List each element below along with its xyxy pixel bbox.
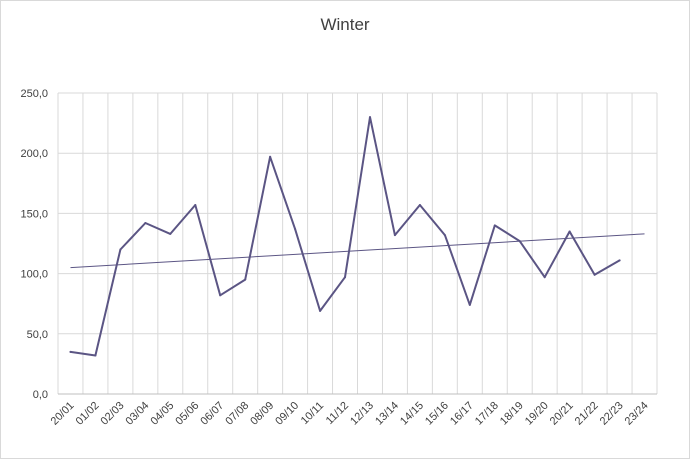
data-point — [344, 276, 347, 279]
data-point — [443, 234, 446, 237]
data-point — [194, 203, 197, 206]
data-point — [543, 276, 546, 279]
data-point — [244, 278, 247, 281]
x-tick-label: 15/16 — [423, 400, 451, 428]
data-point — [319, 309, 322, 312]
x-tick-label: 23/24 — [623, 400, 651, 428]
data-point — [294, 228, 297, 231]
x-tick-label: 14/15 — [398, 400, 426, 428]
x-tick-label: 10/11 — [299, 400, 326, 427]
data-point — [169, 232, 172, 235]
y-tick-label: 50,0 — [27, 329, 48, 341]
y-tick-label: 200,0 — [20, 148, 48, 160]
x-tick-label: 20/01 — [49, 400, 77, 428]
data-point — [94, 354, 97, 357]
y-tick-label: 250,0 — [20, 88, 48, 100]
data-point — [219, 294, 222, 297]
y-axis: 0,0 50,0 100,0 150,0 200,0 250,0 — [20, 88, 48, 401]
x-tick-label: 22/23 — [598, 400, 626, 428]
x-tick-label: 11/12 — [324, 400, 351, 427]
x-tick-label: 20/21 — [548, 400, 576, 428]
trendline — [70, 233, 645, 269]
chart-title: Winter — [320, 15, 370, 34]
gridlines — [57, 92, 658, 394]
x-tick-label: 13/14 — [373, 400, 401, 428]
x-tick-label: 21/22 — [573, 400, 601, 428]
x-axis: 20/0101/0202/0303/0404/0505/0606/0707/08… — [49, 393, 657, 428]
x-tick-label: 03/04 — [124, 400, 152, 428]
data-point — [368, 116, 371, 119]
data-point — [69, 350, 72, 353]
data-point — [468, 303, 471, 306]
data-point — [518, 240, 521, 243]
x-tick-label: 05/06 — [173, 400, 201, 428]
x-tick-label: 09/10 — [273, 400, 301, 428]
data-point — [269, 155, 272, 158]
x-tick-label: 01/02 — [74, 400, 102, 428]
x-tick-label: 06/07 — [198, 400, 226, 428]
data-point — [593, 273, 596, 276]
y-tick-label: 150,0 — [20, 208, 48, 220]
data-point — [144, 222, 147, 225]
plot-series — [69, 116, 645, 357]
x-tick-label: 19/20 — [523, 400, 551, 428]
x-tick-label: 16/17 — [448, 400, 476, 428]
x-tick-label: 12/13 — [348, 400, 376, 428]
x-tick-label: 17/18 — [473, 400, 501, 428]
x-tick-label: 18/19 — [498, 400, 526, 428]
data-point — [568, 230, 571, 233]
data-point — [393, 234, 396, 237]
x-tick-label: 04/05 — [148, 400, 176, 428]
y-tick-label: 0,0 — [33, 389, 48, 401]
data-point — [418, 203, 421, 206]
x-tick-label: 08/09 — [248, 400, 276, 428]
x-tick-label: 07/08 — [223, 400, 251, 428]
data-point — [493, 224, 496, 227]
data-point — [618, 259, 621, 262]
y-tick-label: 100,0 — [20, 269, 48, 281]
data-point — [119, 248, 122, 251]
x-tick-label: 02/03 — [99, 400, 127, 428]
